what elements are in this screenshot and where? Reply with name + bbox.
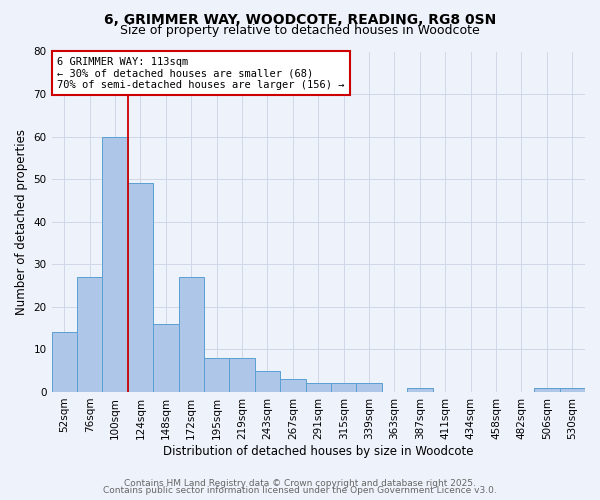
Bar [153,324,179,392]
Bar [128,184,153,392]
Text: Contains public sector information licensed under the Open Government Licence v3: Contains public sector information licen… [103,486,497,495]
Bar [77,277,103,392]
Text: 6 GRIMMER WAY: 113sqm
← 30% of detached houses are smaller (68)
70% of semi-deta: 6 GRIMMER WAY: 113sqm ← 30% of detached … [57,56,344,90]
Bar [229,358,255,392]
Bar [204,358,229,392]
Bar [331,384,356,392]
Bar [534,388,560,392]
Text: Contains HM Land Registry data © Crown copyright and database right 2025.: Contains HM Land Registry data © Crown c… [124,478,476,488]
Text: 6, GRIMMER WAY, WOODCOTE, READING, RG8 0SN: 6, GRIMMER WAY, WOODCOTE, READING, RG8 0… [104,12,496,26]
Bar [280,379,305,392]
Bar [305,384,331,392]
Text: Size of property relative to detached houses in Woodcote: Size of property relative to detached ho… [120,24,480,37]
Bar [356,384,382,392]
Bar [103,136,128,392]
Bar [560,388,585,392]
Bar [179,277,204,392]
Y-axis label: Number of detached properties: Number of detached properties [15,128,28,314]
X-axis label: Distribution of detached houses by size in Woodcote: Distribution of detached houses by size … [163,444,473,458]
Bar [255,370,280,392]
Bar [407,388,433,392]
Bar [52,332,77,392]
